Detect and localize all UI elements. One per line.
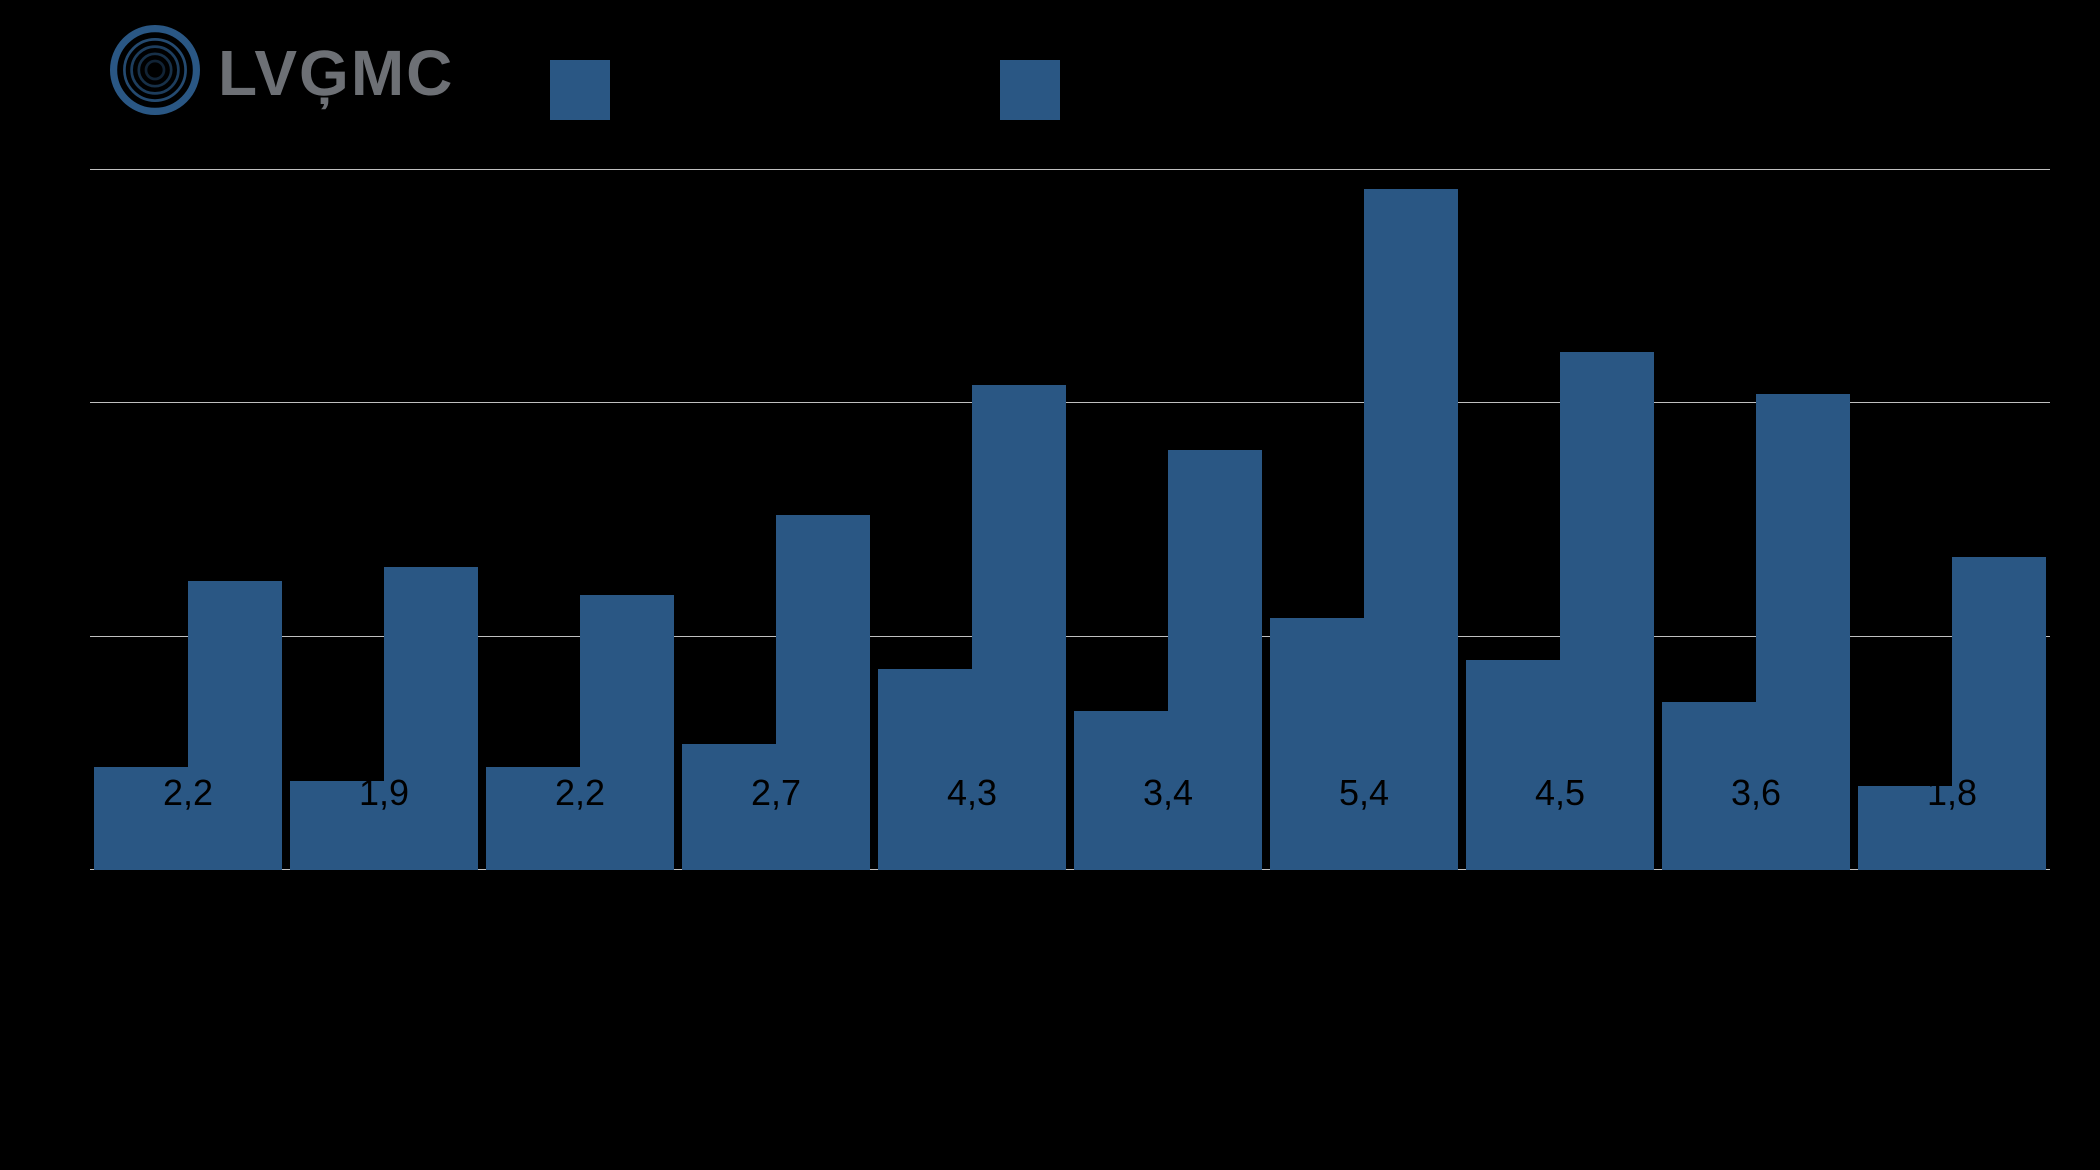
x-tick-label: 25.09. bbox=[950, 973, 995, 1113]
x-tick-label: 28.09. bbox=[1538, 973, 1583, 1113]
bar-gusts bbox=[384, 567, 478, 870]
bar-gusts bbox=[580, 595, 674, 870]
legend-swatch bbox=[1000, 60, 1060, 120]
y-tick-label: 0 bbox=[30, 853, 80, 887]
x-axis: 21.09. 22.09. 23.09. 24.09. 25.09. 26.09. 27.0… bbox=[90, 880, 2050, 1120]
x-tick-label: 27.09. bbox=[1342, 973, 1387, 1113]
logo-text: LVĢMC bbox=[218, 36, 454, 110]
bar-gusts bbox=[1364, 189, 1458, 870]
x-tick-label: 22.09. bbox=[362, 973, 407, 1113]
x-tick-label: 30.09. bbox=[1930, 973, 1975, 1113]
page: LVĢMC Vidējais vēja ātrums Vēja ātrums br… bbox=[0, 0, 2100, 1170]
bar-value-label: 1,8 bbox=[1858, 772, 2046, 814]
x-tick-label: 29.09. bbox=[1734, 973, 1779, 1113]
y-tick-label: 5 bbox=[30, 620, 80, 654]
bar-value-label: 5,4 bbox=[1270, 772, 1458, 814]
bar-average bbox=[1270, 618, 1364, 870]
legend-label: Vidējais vēja ātrums bbox=[626, 71, 930, 110]
x-tick-label: 23.09. bbox=[558, 973, 603, 1113]
bar-value-label: 3,4 bbox=[1074, 772, 1262, 814]
brand-logo: LVĢMC bbox=[110, 25, 454, 120]
x-tick-label: 24.09. bbox=[754, 973, 799, 1113]
bar-gusts bbox=[1952, 557, 2046, 870]
bar-value-label: 2,7 bbox=[682, 772, 870, 814]
bar-average bbox=[1466, 660, 1560, 870]
logo-icon bbox=[110, 25, 200, 120]
bar-gusts bbox=[188, 581, 282, 870]
bar-value-label: 2,2 bbox=[486, 772, 674, 814]
x-tick-label: 26.09. bbox=[1146, 973, 1191, 1113]
x-tick-label: 21.09. bbox=[166, 973, 211, 1113]
wind-speed-chart: 0510152,21,92,22,74,33,45,44,53,61,8 bbox=[90, 170, 2050, 870]
bar-value-label: 3,6 bbox=[1662, 772, 1850, 814]
y-tick-label: 15 bbox=[30, 153, 80, 187]
legend-item: Vēja ātrums brāzmās bbox=[1000, 60, 1397, 120]
bar-value-label: 1,9 bbox=[290, 772, 478, 814]
y-tick-label: 10 bbox=[30, 386, 80, 420]
bar-value-label: 4,5 bbox=[1466, 772, 1654, 814]
legend-item: Vidējais vēja ātrums bbox=[550, 60, 930, 120]
bar-value-label: 2,2 bbox=[94, 772, 282, 814]
bar-gusts bbox=[776, 515, 870, 870]
bar-average bbox=[878, 669, 972, 870]
legend-swatch bbox=[550, 60, 610, 120]
gridline bbox=[90, 169, 2050, 170]
bar-value-label: 4,3 bbox=[878, 772, 1066, 814]
legend-label: Vēja ātrums brāzmās bbox=[1076, 71, 1397, 110]
